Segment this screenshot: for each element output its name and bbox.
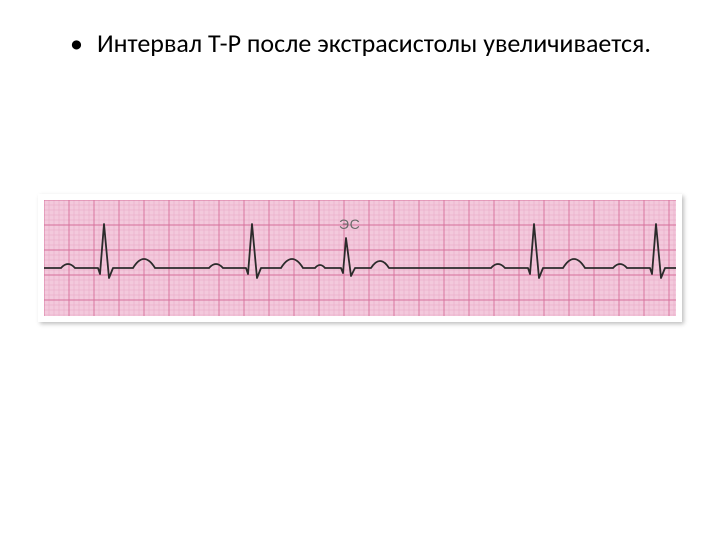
- ecg-figure: ЭС: [38, 194, 682, 322]
- ecg-label-es: ЭС: [339, 216, 360, 232]
- bullet-text: Интервал Т-Р после экстрасистолы увеличи…: [97, 26, 651, 60]
- slide: • Интервал Т-Р после экстрасистолы увели…: [0, 0, 720, 540]
- ecg-inner: ЭС: [44, 200, 676, 316]
- bullet-item: • Интервал Т-Р после экстрасистолы увели…: [70, 26, 680, 60]
- bullet-glyph: •: [70, 26, 83, 60]
